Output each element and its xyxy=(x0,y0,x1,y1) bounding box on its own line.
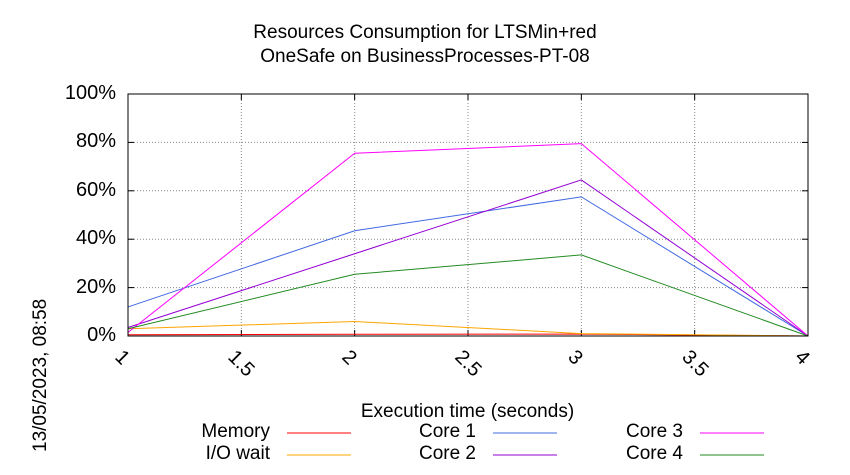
y-tick-label: 20% xyxy=(75,275,116,298)
y-tick-label: 0% xyxy=(87,324,116,346)
y-tick-label: 80% xyxy=(75,130,116,153)
chart-subtitle: OneSafe on BusinessProcesses-PT-08 xyxy=(260,46,590,67)
legend-label: Core 1 xyxy=(418,421,476,442)
plot-frame xyxy=(127,93,809,337)
legend-label: Core 4 xyxy=(625,443,683,464)
series-line-core-2 xyxy=(127,179,809,337)
legend-label: Memory xyxy=(201,421,270,442)
x-axis-label: Execution time (seconds) xyxy=(360,401,575,422)
y-tick-label: 40% xyxy=(75,227,116,250)
series-lines xyxy=(127,143,809,337)
y-tick-label: 60% xyxy=(75,178,116,201)
series-line-core-4 xyxy=(127,254,809,337)
chart-title: Resources Consumption for LTSMin+red xyxy=(253,22,597,43)
legend-label: Core 2 xyxy=(418,443,476,464)
timestamp: 13/05/2023, 08:58 xyxy=(30,298,51,452)
series-line-core-3 xyxy=(127,143,809,337)
series-line-i-o-wait xyxy=(127,320,809,337)
legend-label: Core 3 xyxy=(625,421,683,442)
series-line-core-1 xyxy=(127,196,809,337)
y-tick-label: 100% xyxy=(64,82,116,104)
legend-swatches xyxy=(287,432,764,456)
legend-label: I/O wait xyxy=(205,443,270,464)
